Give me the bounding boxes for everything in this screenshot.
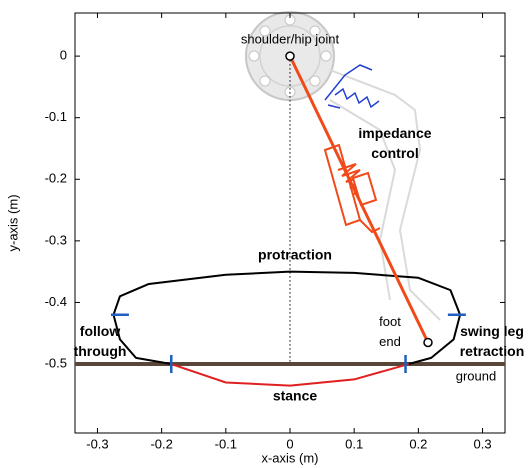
y-tick-label: -0.4 xyxy=(45,294,67,309)
y-tick-label: -0.5 xyxy=(45,355,67,370)
trajectory xyxy=(170,363,410,387)
joint-marker xyxy=(423,337,433,348)
x-tick-label: 0.3 xyxy=(473,436,491,451)
x-axis-label: x-axis (m) xyxy=(261,450,318,465)
leg-line xyxy=(288,55,430,344)
annotation: shoulder/hip joint xyxy=(241,31,340,46)
annotation: foot end xyxy=(379,314,401,349)
x-tick-label: -0.2 xyxy=(150,436,172,451)
annotation: stance xyxy=(273,388,318,404)
x-tick-label: 0.2 xyxy=(409,436,427,451)
y-tick-label: -0.3 xyxy=(45,232,67,247)
x-tick-label: 0.1 xyxy=(345,436,363,451)
x-tick-label: -0.3 xyxy=(86,436,108,451)
y-tick-label: -0.2 xyxy=(45,171,67,186)
leg-outline xyxy=(329,69,441,321)
joint-marker xyxy=(285,51,295,61)
wheel-inner xyxy=(259,25,321,87)
wheel-holes xyxy=(248,14,332,98)
annotation: protraction xyxy=(258,247,332,263)
x-tick-label: 0 xyxy=(286,436,293,451)
x-tick-label: -0.1 xyxy=(215,436,237,451)
y-axis-label: y-axis (m) xyxy=(5,194,20,251)
annotation: swing leg retraction xyxy=(460,323,525,359)
annotation: ground xyxy=(456,368,496,383)
annotation: follow through xyxy=(74,323,127,359)
annotation: impedance control xyxy=(358,125,431,161)
trajectory xyxy=(112,270,462,366)
blue-spring xyxy=(324,64,380,109)
y-tick-label: 0 xyxy=(60,48,67,63)
y-tick-label: -0.1 xyxy=(45,109,67,124)
